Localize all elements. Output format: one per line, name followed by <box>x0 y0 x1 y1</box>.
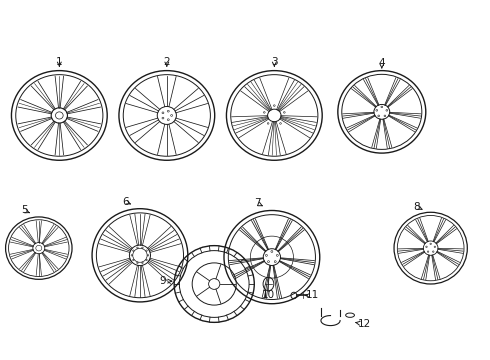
Text: 3: 3 <box>271 57 278 67</box>
Text: 1: 1 <box>56 57 63 67</box>
Text: 8: 8 <box>414 202 420 212</box>
Text: 7: 7 <box>254 198 261 208</box>
Text: 9: 9 <box>160 276 166 286</box>
Text: 4: 4 <box>378 58 385 68</box>
Text: 10: 10 <box>261 291 274 301</box>
Text: 12: 12 <box>358 319 371 329</box>
Text: 5: 5 <box>21 206 27 216</box>
Text: 2: 2 <box>164 57 170 67</box>
Text: 11: 11 <box>306 291 319 301</box>
Text: 6: 6 <box>122 197 128 207</box>
